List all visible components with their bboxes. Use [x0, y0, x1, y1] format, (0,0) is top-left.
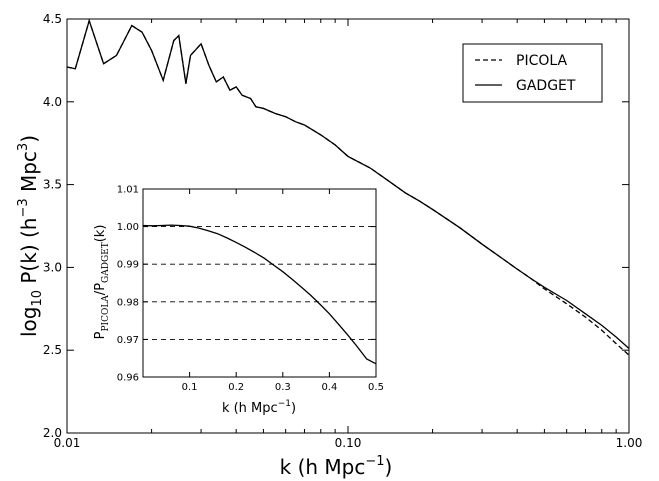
inset-y-label-tail: (k): [93, 225, 108, 243]
main-y-label-sub: 10: [30, 290, 45, 307]
inset-x-tick-label: 0.5: [368, 382, 384, 393]
inset-y-tick-label: 0.99: [117, 260, 139, 271]
main-y-label-pre: log: [17, 307, 41, 338]
series-line-gadget: [66, 18, 630, 349]
inset-x-label-sup: −1: [278, 399, 291, 409]
main-y-tick-label: 4.0: [43, 95, 62, 109]
legend-label-picola: PICOLA: [516, 53, 567, 69]
inset-x-tick-label: 0.3: [275, 382, 291, 393]
main-x-tick-label: 1.00: [616, 436, 643, 450]
main-y-label-sup2: 3: [16, 143, 31, 151]
legend: PICOLA GADGET: [462, 43, 603, 103]
main-x-axis-label: k (h Mpc−1): [280, 454, 393, 479]
inset-y-tick-label: 0.96: [117, 373, 139, 384]
inset-series-group: [142, 224, 377, 365]
inset-y-label-mid: /P: [93, 283, 108, 295]
main-y-label-sup1: −3: [16, 198, 31, 217]
main-series-group: [66, 18, 630, 356]
main-x-label-base: k (h Mpc: [280, 455, 366, 479]
inset-axis-ticks: 0.96 0.97 0.98 0.99 1.00 1.01 0.1 0.2 0.3 0.4 0.5: [117, 185, 384, 394]
main-y-tick-label: 2.5: [43, 343, 62, 357]
inset-y-axis-label: PPICOLA/PGADGET(k): [93, 225, 111, 340]
inset-y-tick-label: 0.98: [117, 297, 139, 308]
inset-chart: 0.960.970.980.991.001.010.1 0.2 0.3 0.4 0.5 …: [93, 185, 384, 417]
legend-box: [462, 43, 603, 103]
legend-label-gadget: GADGET: [516, 78, 576, 94]
main-y-label-tail: ): [17, 135, 41, 143]
inset-y-label-p1: P: [93, 331, 108, 339]
main-y-label-mid2: Mpc: [17, 151, 41, 198]
inset-y-label-s1: PICOLA: [101, 295, 111, 332]
inset-x-label-tail: ): [291, 401, 296, 416]
main-y-axis-label: log10 P(k) (h−3 Mpc3): [16, 135, 45, 337]
main-y-tick-label: 3.0: [43, 260, 62, 274]
inset-y-tick-label: 0.97: [117, 335, 139, 346]
inset-x-axis-label: k (h Mpc−1): [222, 399, 296, 416]
main-y-tick-label: 4.5: [43, 12, 62, 26]
inset-ratio-line: [142, 224, 377, 365]
main-axis-ticks: 2.0 2.5 3.0 3.5 4.0 4.5 0.01 0.10 1.00: [43, 12, 642, 450]
inset-y-tick-label: 1.00: [117, 222, 139, 233]
main-y-label-mid: P(k) (h: [17, 218, 41, 290]
main-x-tick-label: 0.10: [335, 436, 362, 450]
main-x-label-sup: −1: [365, 454, 384, 469]
inset-x-tick-label: 0.1: [182, 382, 198, 393]
inset-x-tick-label: 0.4: [321, 382, 337, 393]
main-y-tick-label: 3.5: [43, 178, 62, 192]
inset-x-label-base: k (h Mpc: [222, 401, 278, 416]
inset-y-tick-label: 1.01: [117, 185, 139, 196]
main-x-label-tail: ): [385, 455, 393, 479]
inset-x-tick-label: 0.2: [228, 382, 244, 393]
inset-plot-frame: [142, 188, 377, 378]
main-x-tick-label: 0.01: [54, 436, 81, 450]
main-y-tick-label: 2.0: [43, 426, 62, 440]
inset-y-label-s2: GADGET: [101, 242, 111, 283]
